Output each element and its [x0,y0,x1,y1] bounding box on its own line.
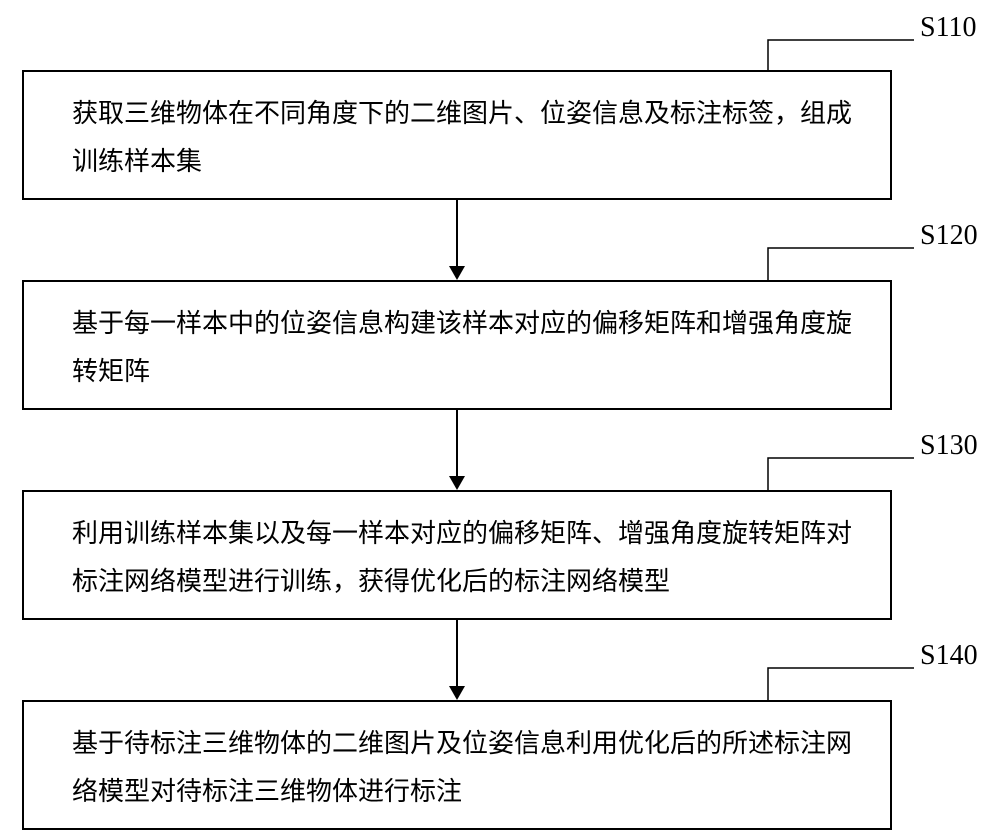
arrow-s120-to-s130 [442,410,472,490]
flowchart-canvas: 获取三维物体在不同角度下的二维图片、位姿信息及标注标签，组成训练样本集 S110 基… [0,0,1000,835]
step-text: 基于每一样本中的位姿信息构建该样本对应的偏移矩阵和增强角度旋转矩阵 [72,309,852,386]
step-box-s140: 基于待标注三维物体的二维图片及位姿信息利用优化后的所述标注网络模型对待标注三维物… [22,700,892,830]
step-text: 获取三维物体在不同角度下的二维图片、位姿信息及标注标签，组成训练样本集 [72,99,852,176]
step-box-s120: 基于每一样本中的位姿信息构建该样本对应的偏移矩阵和增强角度旋转矩阵 [22,280,892,410]
leader-line-s140 [766,666,916,702]
step-label-s120: S120 [920,220,978,252]
step-text: 基于待标注三维物体的二维图片及位姿信息利用优化后的所述标注网络模型对待标注三维物… [72,729,852,806]
arrow-s130-to-s140 [442,620,472,700]
step-label-text: S130 [920,430,978,461]
step-text: 利用训练样本集以及每一样本对应的偏移矩阵、增强角度旋转矩阵对标注网络模型进行训练… [72,519,852,596]
step-box-s110: 获取三维物体在不同角度下的二维图片、位姿信息及标注标签，组成训练样本集 [22,70,892,200]
step-label-text: S120 [920,220,978,251]
leader-line-s110 [766,38,916,72]
leader-line-s130 [766,456,916,492]
step-label-s130: S130 [920,430,978,462]
step-label-text: S110 [920,12,977,43]
step-label-s110: S110 [920,12,977,44]
step-box-s130: 利用训练样本集以及每一样本对应的偏移矩阵、增强角度旋转矩阵对标注网络模型进行训练… [22,490,892,620]
step-label-text: S140 [920,640,978,671]
arrow-s110-to-s120 [442,200,472,280]
leader-line-s120 [766,246,916,282]
step-label-s140: S140 [920,640,978,672]
